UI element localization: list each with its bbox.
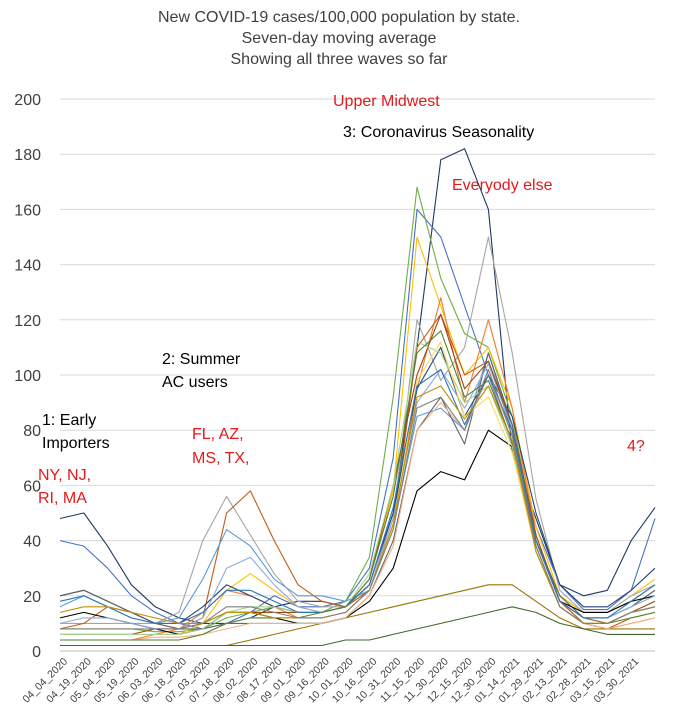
annotation-fl-line-2: MS, TX,: [192, 450, 250, 467]
chart-title-line-3: Showing all three waves so far: [230, 51, 448, 68]
y-tick-label: 140: [14, 258, 41, 275]
series-line-12: [60, 606, 655, 647]
y-tick-label: 120: [14, 313, 41, 330]
series-line-11: [60, 584, 655, 647]
annotation-fl-line-1: FL, AZ,: [192, 426, 244, 443]
annotation-ny-line-2: RI, MA: [38, 490, 87, 507]
annotation-summer-line-2: AC users: [162, 374, 228, 391]
series-line-3: [60, 236, 656, 635]
y-tick-label: 0: [32, 644, 41, 661]
series-line-1: [59, 208, 656, 630]
series-line-9: [60, 313, 656, 635]
chart-title-line-2: Seven-day moving average: [241, 30, 437, 47]
y-tick-label: 200: [14, 92, 41, 109]
y-tick-label: 20: [23, 589, 41, 606]
chart-title-line-1: New COVID-19 cases/100,000 population by…: [158, 9, 520, 26]
y-tick-label: 40: [23, 534, 41, 551]
series-line-0: [59, 148, 656, 624]
series-line-13: [59, 429, 656, 635]
annotation-four: 4?: [627, 438, 645, 455]
series-line-15: [59, 363, 656, 630]
annotation-early-line-1: 1: Early: [42, 412, 97, 429]
series-line-7: [59, 352, 656, 624]
annotation-early-line-2: Importers: [42, 435, 110, 452]
series-line-2: [60, 186, 656, 633]
y-tick-label: 180: [14, 147, 41, 164]
series-line-5: [60, 297, 656, 641]
annotation-summer-line-1: 2: Summer: [162, 351, 241, 368]
y-tick-label: 80: [23, 423, 41, 440]
annotation-seasonality: 3: Coronavirus Seasonality: [343, 124, 535, 141]
annotation-upper-midwest: Upper Midwest: [333, 93, 440, 110]
annotation-ny-line-1: NY, NJ,: [38, 467, 92, 484]
y-tick-label: 60: [23, 478, 41, 495]
y-tick-label: 160: [14, 202, 41, 219]
annotation-everyone-else: Everyody else: [452, 177, 553, 194]
series-line-21: [60, 368, 656, 630]
series-line-18: [59, 368, 656, 624]
series-line-6: [59, 313, 656, 630]
y-tick-label: 100: [14, 368, 41, 385]
